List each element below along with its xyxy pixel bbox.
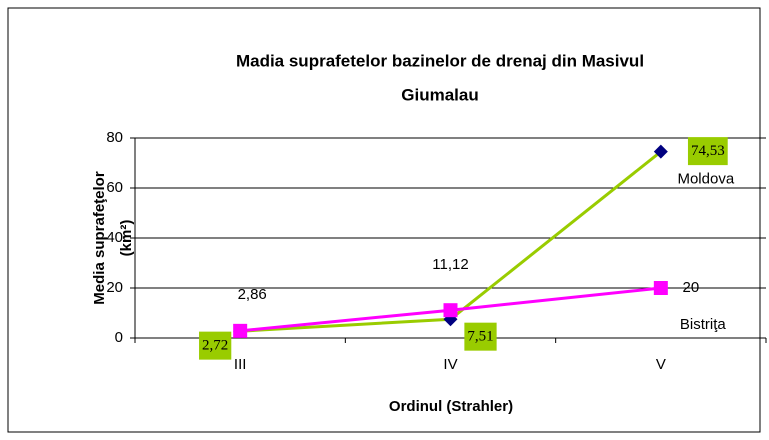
data-label: 74,53: [691, 143, 725, 159]
y-tick-label: 20: [106, 279, 123, 296]
chart-border: [7, 7, 761, 433]
y-axis-label: (km²): [118, 220, 135, 257]
x-tick-label: IV: [443, 356, 457, 373]
marker: [653, 144, 668, 159]
marker: [443, 303, 458, 318]
x-axis-label: Ordinul (Strahler): [389, 398, 513, 415]
y-axis-label: Media suprafeţelor: [91, 171, 108, 305]
y-tick-label: 0: [115, 329, 123, 346]
label-background: [199, 331, 232, 360]
data-label: 11,12: [432, 256, 468, 273]
data-label: 2,72: [202, 338, 228, 354]
chart-title: Madia suprafetelor bazinelor de drenaj d…: [236, 51, 644, 70]
chart-title: Giumalau: [401, 85, 478, 104]
data-label: 7,51: [467, 329, 493, 345]
data-label-box: 2,72: [199, 331, 232, 360]
marker: [653, 281, 668, 295]
label-background: [687, 137, 728, 166]
y-tick-label: 80: [106, 129, 123, 146]
data-label: 20: [682, 279, 699, 296]
data-label: 2,86: [238, 286, 267, 303]
y-tick-label: 40: [106, 229, 123, 246]
series-name-label: Moldova: [677, 171, 734, 188]
label-background: [464, 322, 497, 351]
x-tick-label: V: [656, 356, 666, 373]
data-label-box: 7,51: [464, 322, 497, 351]
series-name-label: Bistriţa: [680, 316, 727, 333]
x-tick-label: III: [234, 356, 247, 373]
data-label-box: 74,53: [687, 137, 728, 166]
y-tick-label: 60: [106, 179, 123, 196]
marker: [233, 323, 248, 338]
